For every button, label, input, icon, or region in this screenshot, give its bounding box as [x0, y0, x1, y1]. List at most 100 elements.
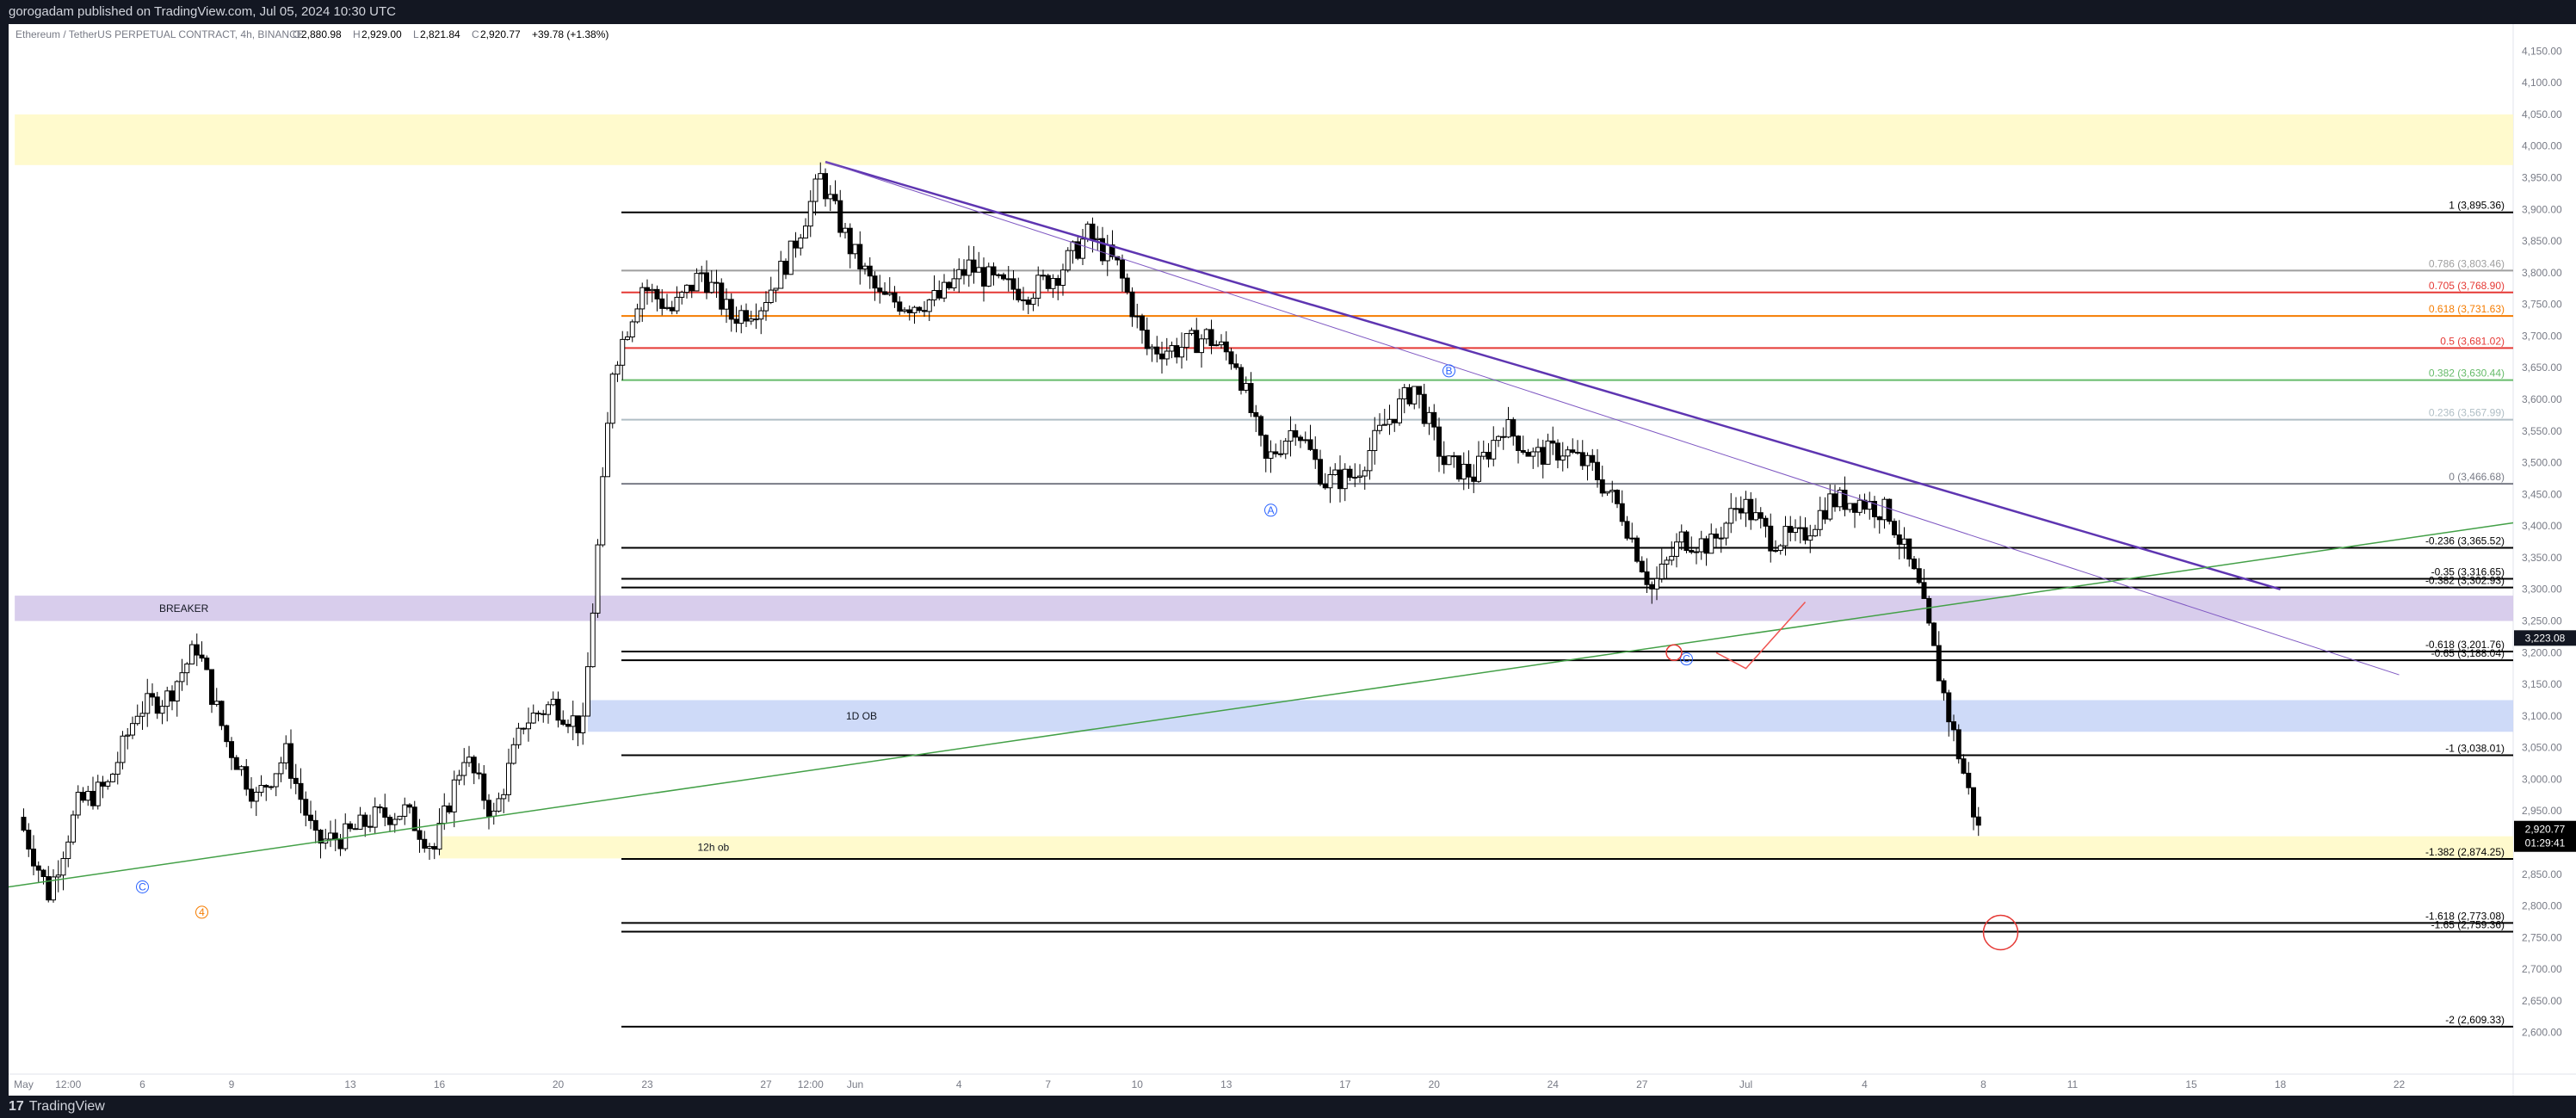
candle-body [288, 743, 293, 779]
candle-body [1619, 503, 1625, 522]
symbol-title: Ethereum / TetherUS PERPETUAL CONTRACT, … [15, 28, 304, 40]
ohlc-l-label: L [413, 28, 419, 40]
candle-body [535, 713, 541, 715]
fib-label: -1.382 (2,874.25) [2425, 846, 2505, 858]
candle-body [1322, 484, 1328, 489]
candle-body [31, 849, 36, 867]
publisher-text: gorogadam published on TradingView.com, … [9, 4, 397, 19]
candle-body [1555, 442, 1560, 461]
candle-body [1659, 563, 1665, 579]
candle-body [857, 244, 863, 270]
candle-body [1362, 470, 1368, 477]
current-price-box [2514, 820, 2576, 852]
zone-2 [588, 700, 2513, 732]
price-tick: 4,150.00 [2522, 45, 2562, 57]
price-tick: 4,050.00 [2522, 108, 2562, 120]
ohlc-change: +39.78 (+1.38%) [532, 28, 608, 40]
candle-body [387, 817, 392, 825]
candle-body [100, 781, 106, 787]
price-tick: 3,400.00 [2522, 520, 2562, 532]
candle-body [560, 720, 566, 726]
candle-body [1847, 503, 1853, 510]
candle-body [609, 374, 615, 424]
candle-body [1535, 447, 1541, 453]
time-tick: 27 [1636, 1078, 1648, 1090]
candle-body [966, 259, 972, 276]
candle-body [1461, 463, 1467, 480]
zone-0 [15, 114, 2514, 165]
fib-label: 0.236 (3,567.99) [2429, 407, 2505, 419]
candle-body [1842, 489, 1848, 510]
candle-body [1579, 452, 1585, 466]
candle-body [1243, 383, 1249, 391]
wave-label: B [1445, 365, 1452, 377]
candle-body [1060, 269, 1066, 286]
candle-body [1228, 351, 1234, 365]
candle-body [645, 287, 650, 292]
candle-body [1199, 338, 1204, 354]
candle-body [1293, 429, 1299, 438]
wave-label: A [1267, 504, 1274, 516]
candle-body [1491, 440, 1497, 460]
candle-body [1496, 435, 1501, 442]
zone-1 [15, 596, 2514, 621]
candle-body [926, 299, 932, 312]
candle-body [1090, 223, 1096, 241]
time-tick: 4 [956, 1078, 962, 1090]
candle-body [1426, 411, 1432, 424]
fib-label: 0.5 (3,681.02) [2440, 335, 2505, 347]
candle-body [95, 781, 101, 806]
candle-body [1728, 508, 1734, 524]
fib-label: 0.618 (3,731.63) [2429, 303, 2505, 315]
candle-body [35, 865, 41, 871]
candle-body [1856, 499, 1863, 513]
time-tick: 11 [2067, 1078, 2079, 1090]
candle-body [343, 823, 349, 849]
candle-body [249, 788, 254, 802]
candle-body [1174, 345, 1180, 358]
candle-body [748, 318, 754, 322]
candle-body [600, 476, 606, 546]
candle-body [684, 284, 689, 293]
candle-body [1233, 363, 1239, 368]
target-circle [1982, 914, 2019, 951]
candle-body [1520, 449, 1526, 454]
price-tick: 3,050.00 [2522, 742, 2562, 754]
candle-body [1288, 429, 1294, 442]
ohlc-open: 2,880.98 [301, 28, 342, 40]
candle-body [1694, 551, 1699, 553]
candle-body [392, 818, 398, 825]
ohlc-close: 2,920.77 [480, 28, 521, 40]
candle-body [827, 194, 833, 200]
ohlc-low: 2,821.84 [420, 28, 460, 40]
price-tick: 2,800.00 [2522, 900, 2562, 912]
time-tick: 9 [229, 1078, 235, 1090]
candle-body [174, 681, 180, 701]
chart-svg[interactable]: Ethereum / TetherUS PERPETUAL CONTRACT, … [9, 24, 2576, 1096]
candle-body [1298, 436, 1303, 442]
chart-area[interactable]: Ethereum / TetherUS PERPETUAL CONTRACT, … [9, 24, 2576, 1096]
candle-body [352, 828, 358, 831]
candle-body [1530, 451, 1536, 457]
candle-body [620, 338, 626, 366]
candle-body [704, 272, 709, 293]
candle-body [1486, 452, 1492, 460]
candle-body [1802, 527, 1808, 541]
candle-body [1807, 535, 1813, 541]
candle-body [1154, 346, 1160, 355]
candle-body [1634, 537, 1640, 562]
candle-body [1140, 315, 1145, 331]
candle-body [189, 644, 195, 664]
candle-body [1273, 451, 1279, 454]
candle-body [659, 298, 665, 309]
ohlc-high: 2,929.00 [361, 28, 402, 40]
candle-body [224, 725, 230, 743]
time-tick: 13 [1220, 1078, 1232, 1090]
candle-body [1466, 463, 1472, 478]
zone-label: 12h ob [698, 842, 730, 854]
candle-body [1773, 550, 1778, 553]
wave-circle [136, 880, 149, 894]
candle-body [219, 701, 225, 726]
time-tick: 20 [1429, 1078, 1441, 1090]
candle-body [422, 838, 428, 849]
